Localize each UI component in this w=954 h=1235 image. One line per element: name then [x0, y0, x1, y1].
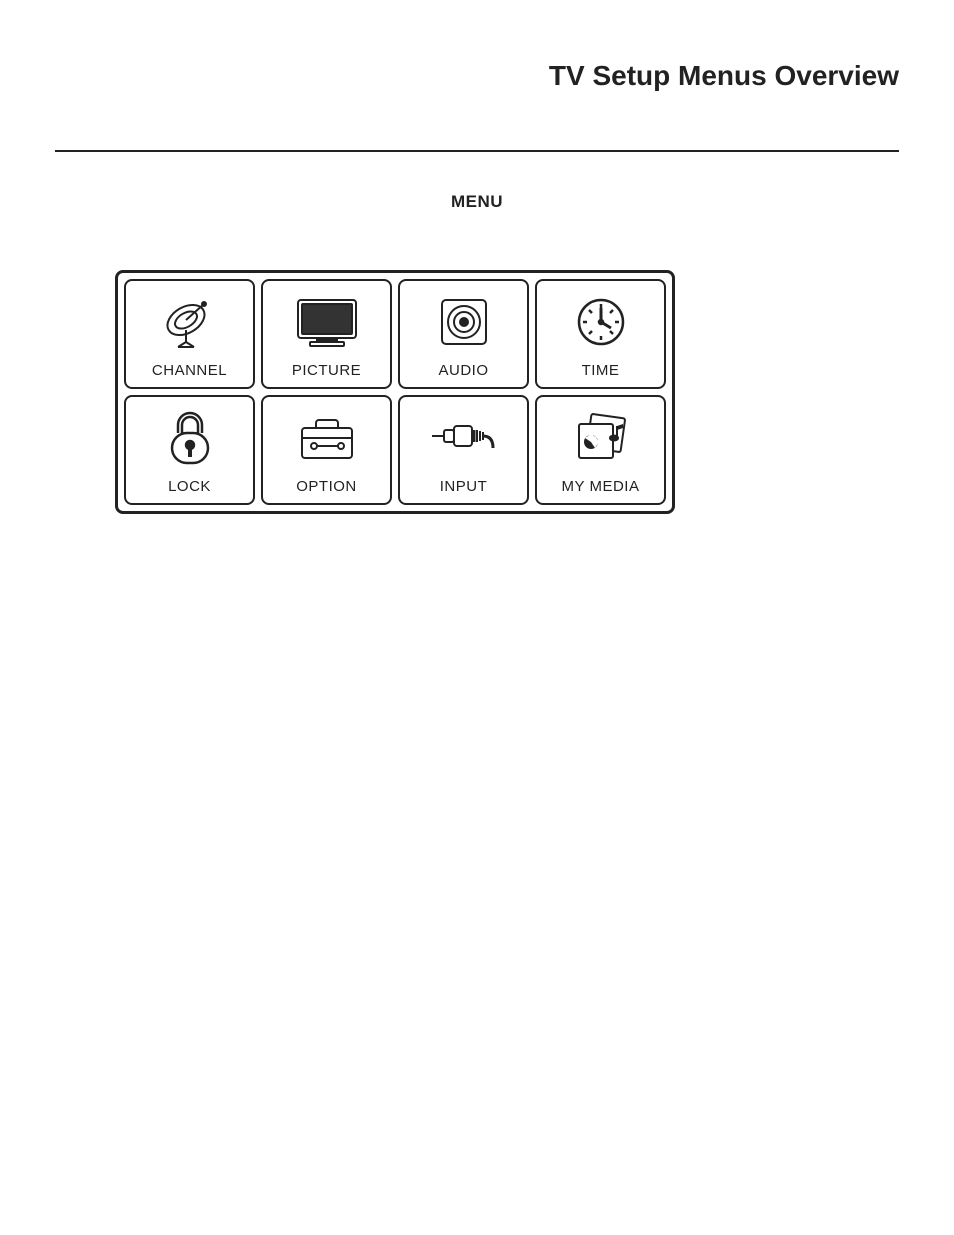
menu-item-audio[interactable]: AUDIO — [398, 279, 529, 389]
menu-item-label: LOCK — [168, 478, 211, 495]
clock-icon — [537, 281, 664, 362]
cable-icon — [400, 397, 527, 478]
menu-item-label: CHANNEL — [152, 362, 227, 379]
toolbox-icon — [263, 397, 390, 478]
media-stack-icon — [537, 397, 664, 478]
page-title: TV Setup Menus Overview — [55, 60, 899, 92]
menu-item-label: AUDIO — [438, 362, 488, 379]
menu-item-label: PICTURE — [292, 362, 361, 379]
menu-item-picture[interactable]: PICTURE — [261, 279, 392, 389]
menu-item-time[interactable]: TIME — [535, 279, 666, 389]
menu-grid: CHANNEL PICTURE — [115, 270, 675, 514]
menu-heading: MENU — [55, 192, 899, 212]
satellite-dish-icon — [126, 281, 253, 362]
menu-item-label: INPUT — [440, 478, 488, 495]
menu-item-channel[interactable]: CHANNEL — [124, 279, 255, 389]
tv-monitor-icon — [263, 281, 390, 362]
divider — [55, 150, 899, 152]
speaker-icon — [400, 281, 527, 362]
menu-item-label: MY MEDIA — [562, 478, 640, 495]
menu-item-label: TIME — [582, 362, 620, 379]
menu-item-my-media[interactable]: MY MEDIA — [535, 395, 666, 505]
padlock-icon — [126, 397, 253, 478]
menu-item-input[interactable]: INPUT — [398, 395, 529, 505]
menu-item-label: OPTION — [296, 478, 357, 495]
menu-item-option[interactable]: OPTION — [261, 395, 392, 505]
menu-item-lock[interactable]: LOCK — [124, 395, 255, 505]
